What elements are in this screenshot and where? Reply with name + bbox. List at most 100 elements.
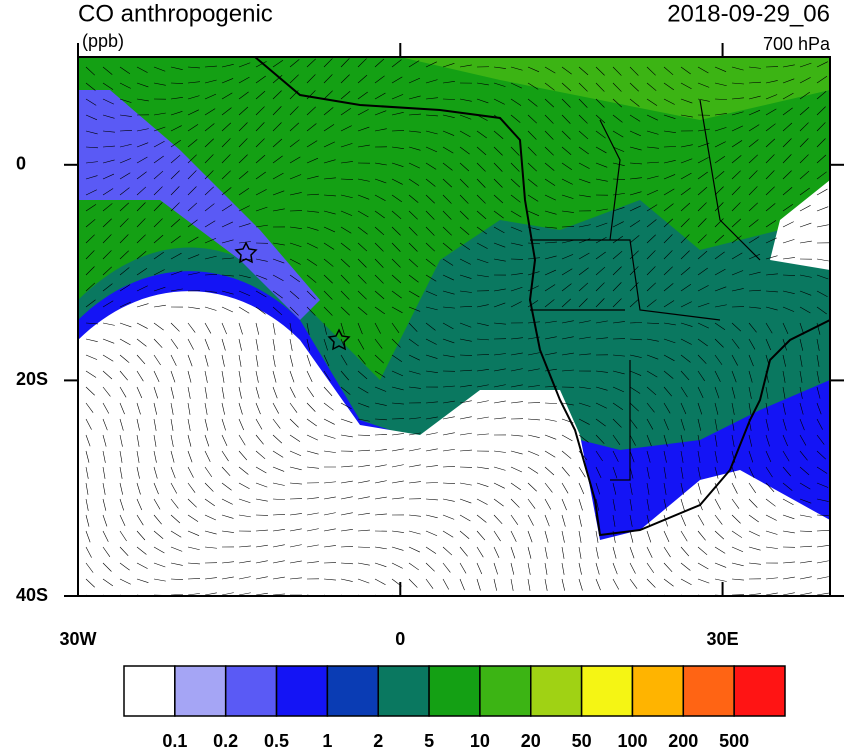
wind-barb (85, 204, 97, 212)
wind-barb (153, 402, 158, 415)
wind-barb (170, 270, 183, 276)
wind-barb (442, 482, 455, 484)
wind-barb (748, 402, 752, 415)
wind-barb (408, 578, 418, 588)
wind-barb (527, 98, 538, 107)
wind-barb (408, 417, 421, 420)
wind-barb (238, 482, 250, 489)
wind-barb (204, 546, 217, 549)
wind-barb (255, 122, 265, 132)
wind-barb (629, 114, 641, 122)
wind-barb (697, 234, 707, 244)
wind-barb (204, 338, 210, 351)
wind-barb (306, 106, 316, 116)
wind-barb (612, 282, 622, 292)
wind-barb (782, 154, 792, 164)
wind-barb (561, 514, 566, 527)
wind-barb (816, 122, 826, 132)
wind-barb (255, 466, 267, 474)
wind-barb (748, 170, 758, 180)
wind-barb (748, 322, 757, 333)
wind-barb (357, 58, 367, 68)
wind-barb (289, 242, 302, 248)
wind-barb (527, 402, 541, 404)
wind-barb (646, 482, 650, 495)
wind-barb (442, 416, 455, 420)
wind-barb (629, 338, 642, 341)
wind-barb (119, 514, 126, 527)
wind-barb (476, 226, 487, 235)
units: (ppb) (82, 31, 124, 51)
wind-barb (459, 449, 472, 452)
wind-barb (476, 258, 489, 264)
field-region (78, 291, 830, 596)
wind-barb (612, 482, 617, 495)
wind-barb (544, 226, 557, 229)
wind-barb (748, 95, 761, 100)
wind-barb (289, 513, 302, 516)
wind-barb (204, 220, 216, 228)
wind-barb (187, 338, 194, 350)
wind-barb (476, 466, 489, 470)
wind-barb (476, 546, 484, 558)
wind-barb (612, 466, 618, 479)
wind-barb (323, 578, 336, 581)
wind-barb (204, 255, 217, 260)
wind-barb (238, 223, 251, 228)
wind-barb (374, 226, 385, 236)
wind-barb (221, 122, 232, 132)
wind-barb (238, 370, 242, 383)
wind-barb (442, 514, 455, 520)
colorbar-box (733, 665, 786, 717)
wind-barb (646, 386, 657, 396)
wind-barb (170, 402, 174, 415)
wind-barb (663, 482, 667, 495)
wind-barb (102, 218, 112, 228)
wind-barb (459, 416, 472, 420)
wind-barb (476, 482, 489, 487)
wind-barb (340, 402, 352, 410)
wind-barb (544, 98, 555, 108)
wind-barb (357, 258, 367, 268)
wind-barb (680, 562, 691, 571)
wind-barb (680, 546, 690, 557)
wind-barb (289, 338, 293, 351)
wind-barb (187, 546, 200, 551)
map-field (78, 57, 830, 596)
wind-barb (561, 402, 574, 406)
wind-barb (204, 65, 217, 68)
wind-barb (255, 354, 259, 367)
wind-barb (442, 338, 455, 344)
wind-barb (646, 266, 656, 276)
wind-barb (493, 146, 503, 156)
wind-barb (374, 338, 383, 349)
wind-barb (697, 186, 708, 196)
wind-barb (816, 370, 820, 383)
wind-barb (425, 97, 438, 100)
wind-barb (714, 113, 727, 116)
wind-barb (544, 450, 556, 458)
wind-barb (204, 290, 217, 293)
wind-barb (459, 130, 471, 138)
wind-barb (493, 450, 506, 453)
wind-barb (408, 514, 421, 517)
wind-barb (204, 170, 214, 180)
wind-barb (136, 370, 144, 382)
wind-barb (595, 562, 600, 575)
wind-barb (187, 514, 199, 522)
wind-barb (714, 141, 726, 148)
wind-barb (204, 466, 213, 478)
colorbar-box (377, 665, 430, 717)
wind-barb (85, 562, 94, 573)
wind-barb (408, 274, 419, 283)
wind-barb (646, 161, 659, 164)
wind-barb (799, 170, 810, 180)
wind-barb (476, 194, 486, 204)
wind-barb (476, 498, 488, 505)
wind-barb (323, 210, 336, 215)
wind-barb (272, 450, 284, 458)
colorbar-label: 500 (719, 731, 749, 750)
wind-barb (85, 175, 98, 180)
wind-barb (272, 155, 283, 164)
wind-barb (782, 170, 792, 180)
